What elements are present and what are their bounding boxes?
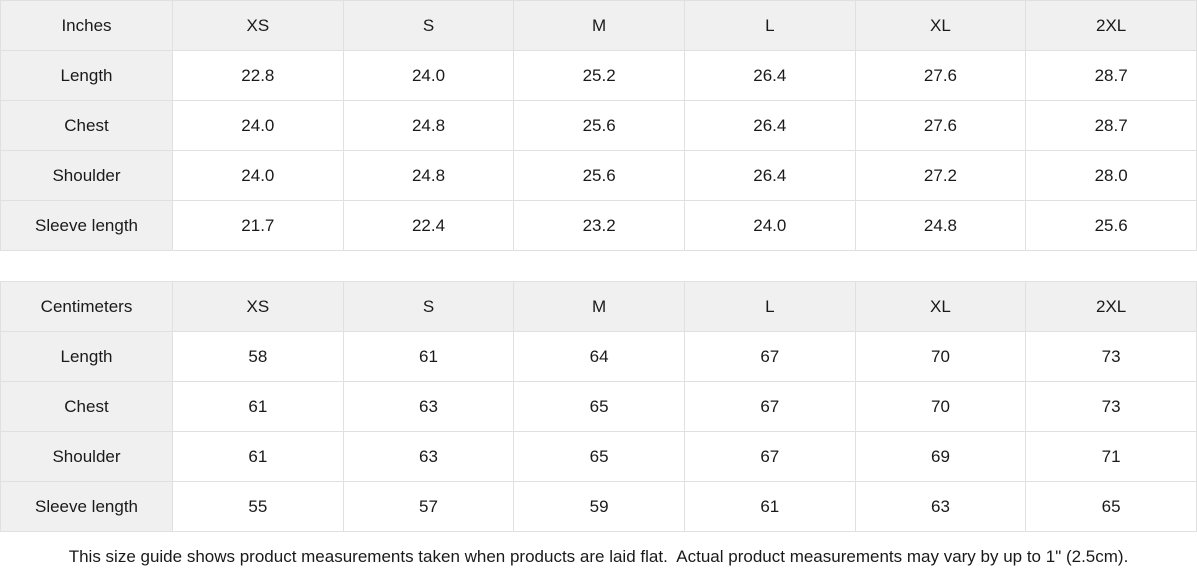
size-header-cell: L [683, 281, 856, 332]
row-label-cell: Sleeve length [0, 481, 173, 532]
size-header-cell: S [342, 0, 515, 51]
centimeters-table: Centimeters XS S M L XL 2XL Length 58 61… [0, 281, 1197, 532]
measurement-cell: 28.0 [1025, 150, 1197, 201]
measurement-cell: 26.4 [683, 50, 856, 101]
measurement-cell: 24.0 [342, 50, 515, 101]
measurement-cell: 22.8 [172, 50, 344, 101]
table-row: Sleeve length 55 57 59 61 63 65 [0, 481, 1197, 532]
measurement-cell: 25.2 [513, 50, 685, 101]
measurement-cell: 24.0 [172, 100, 344, 151]
measurement-cell: 26.4 [683, 100, 856, 151]
measurement-cell: 57 [342, 481, 515, 532]
measurement-cell: 24.8 [342, 150, 515, 201]
measurement-cell: 24.0 [683, 200, 856, 251]
inches-table: Inches XS S M L XL 2XL Length 22.8 24.0 … [0, 0, 1197, 251]
measurement-cell: 21.7 [172, 200, 344, 251]
size-header-cell: 2XL [1025, 0, 1197, 51]
size-header-cell: S [342, 281, 515, 332]
measurement-cell: 59 [513, 481, 685, 532]
measurement-cell: 65 [513, 431, 685, 482]
measurement-cell: 25.6 [513, 150, 685, 201]
measurement-cell: 22.4 [342, 200, 515, 251]
size-header-cell: XS [172, 281, 344, 332]
unit-header-cell: Centimeters [0, 281, 173, 332]
size-header-cell: M [513, 281, 685, 332]
table-row: Length 22.8 24.0 25.2 26.4 27.6 28.7 [0, 50, 1197, 101]
measurement-cell: 28.7 [1025, 50, 1197, 101]
measurement-cell: 69 [854, 431, 1027, 482]
size-header-cell: M [513, 0, 685, 51]
measurement-cell: 64 [513, 331, 685, 382]
row-label-cell: Chest [0, 381, 173, 432]
measurement-cell: 26.4 [683, 150, 856, 201]
measurement-cell: 63 [854, 481, 1027, 532]
table-header-row: Centimeters XS S M L XL 2XL [0, 281, 1197, 332]
measurement-cell: 67 [683, 381, 856, 432]
measurement-cell: 63 [342, 381, 515, 432]
measurement-cell: 67 [683, 331, 856, 382]
row-label-cell: Sleeve length [0, 200, 173, 251]
size-header-cell: L [683, 0, 856, 51]
table-row: Shoulder 61 63 65 67 69 71 [0, 431, 1197, 482]
table-spacer [0, 251, 1197, 281]
table-header-row: Inches XS S M L XL 2XL [0, 0, 1197, 51]
row-label-cell: Chest [0, 100, 173, 151]
size-header-cell: 2XL [1025, 281, 1197, 332]
measurement-cell: 27.2 [854, 150, 1027, 201]
row-label-cell: Shoulder [0, 431, 173, 482]
row-label-cell: Length [0, 331, 173, 382]
size-guide-note: This size guide shows product measuremen… [0, 532, 1197, 582]
measurement-cell: 27.6 [854, 50, 1027, 101]
row-label-cell: Shoulder [0, 150, 173, 201]
measurement-cell: 70 [854, 331, 1027, 382]
measurement-cell: 24.0 [172, 150, 344, 201]
measurement-cell: 24.8 [854, 200, 1027, 251]
measurement-cell: 65 [513, 381, 685, 432]
size-header-cell: XS [172, 0, 344, 51]
measurement-cell: 70 [854, 381, 1027, 432]
size-header-cell: XL [854, 281, 1027, 332]
measurement-cell: 61 [342, 331, 515, 382]
measurement-cell: 58 [172, 331, 344, 382]
table-row: Chest 61 63 65 67 70 73 [0, 381, 1197, 432]
measurement-cell: 25.6 [513, 100, 685, 151]
measurement-cell: 25.6 [1025, 200, 1197, 251]
measurement-cell: 27.6 [854, 100, 1027, 151]
size-header-cell: XL [854, 0, 1027, 51]
measurement-cell: 67 [683, 431, 856, 482]
measurement-cell: 71 [1025, 431, 1197, 482]
measurement-cell: 23.2 [513, 200, 685, 251]
table-row: Sleeve length 21.7 22.4 23.2 24.0 24.8 2… [0, 200, 1197, 251]
measurement-cell: 61 [172, 431, 344, 482]
unit-header-cell: Inches [0, 0, 173, 51]
table-row: Shoulder 24.0 24.8 25.6 26.4 27.2 28.0 [0, 150, 1197, 201]
measurement-cell: 73 [1025, 331, 1197, 382]
table-row: Length 58 61 64 67 70 73 [0, 331, 1197, 382]
row-label-cell: Length [0, 50, 173, 101]
measurement-cell: 61 [683, 481, 856, 532]
measurement-cell: 73 [1025, 381, 1197, 432]
table-row: Chest 24.0 24.8 25.6 26.4 27.6 28.7 [0, 100, 1197, 151]
measurement-cell: 63 [342, 431, 515, 482]
measurement-cell: 65 [1025, 481, 1197, 532]
measurement-cell: 61 [172, 381, 344, 432]
measurement-cell: 55 [172, 481, 344, 532]
measurement-cell: 28.7 [1025, 100, 1197, 151]
measurement-cell: 24.8 [342, 100, 515, 151]
